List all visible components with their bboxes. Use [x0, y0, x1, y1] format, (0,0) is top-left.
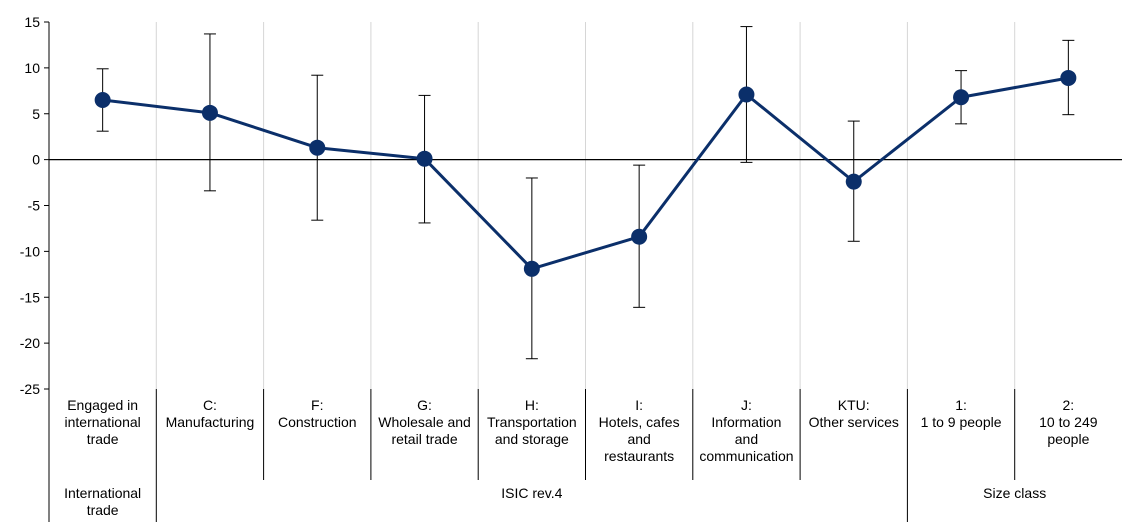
series-line	[102, 76, 1069, 271]
y-tick-label: -15	[20, 289, 40, 305]
data-point	[201, 104, 218, 121]
y-tick-label: 10	[24, 60, 40, 76]
category-label: C: Manufacturing	[166, 397, 255, 430]
category-labels: Engaged in international trade C: Manufactur…	[65, 389, 1098, 522]
data-point	[631, 228, 648, 245]
grid-lines	[155, 22, 1016, 389]
data-point	[953, 89, 970, 106]
y-tick-label: -20	[20, 335, 40, 351]
group-labels: International trade ISIC rev.4 Size class	[64, 485, 1046, 518]
category-label: Engaged in international trade	[65, 397, 141, 447]
category-label: I: Hotels, cafes and restaurants	[599, 397, 680, 464]
category-label: G: Wholesale and retail trade	[378, 397, 471, 447]
y-tick-label: 0	[32, 152, 40, 168]
y-tick-label: 5	[32, 106, 40, 122]
y-tick-label: -25	[20, 381, 40, 397]
y-tick-label: -10	[20, 243, 40, 259]
data-point	[94, 91, 111, 108]
y-axis: 15 10 5 0 -5 -10 -15 -20 -25	[20, 14, 50, 522]
y-tick-label: -5	[28, 198, 41, 214]
category-label: 1: 1 to 9 people	[921, 397, 1002, 430]
data-point	[845, 173, 862, 190]
group-label: ISIC rev.4	[501, 485, 562, 501]
y-tick-label: 15	[24, 14, 40, 30]
category-label: KTU: Other services	[809, 397, 899, 430]
category-label: J: Information and communication	[699, 397, 793, 464]
data-point	[309, 139, 326, 156]
category-label: 2: 10 to 249 people	[1039, 397, 1098, 447]
group-label: International trade	[64, 485, 141, 518]
data-points	[94, 69, 1077, 277]
series-polyline	[102, 76, 1069, 271]
category-label: H: Transportation and storage	[487, 397, 577, 447]
data-point	[738, 86, 755, 103]
data-point	[1060, 69, 1077, 86]
data-point	[523, 260, 540, 277]
data-point	[416, 150, 433, 167]
group-label: Size class	[983, 485, 1046, 501]
category-label: F: Construction	[278, 397, 357, 430]
